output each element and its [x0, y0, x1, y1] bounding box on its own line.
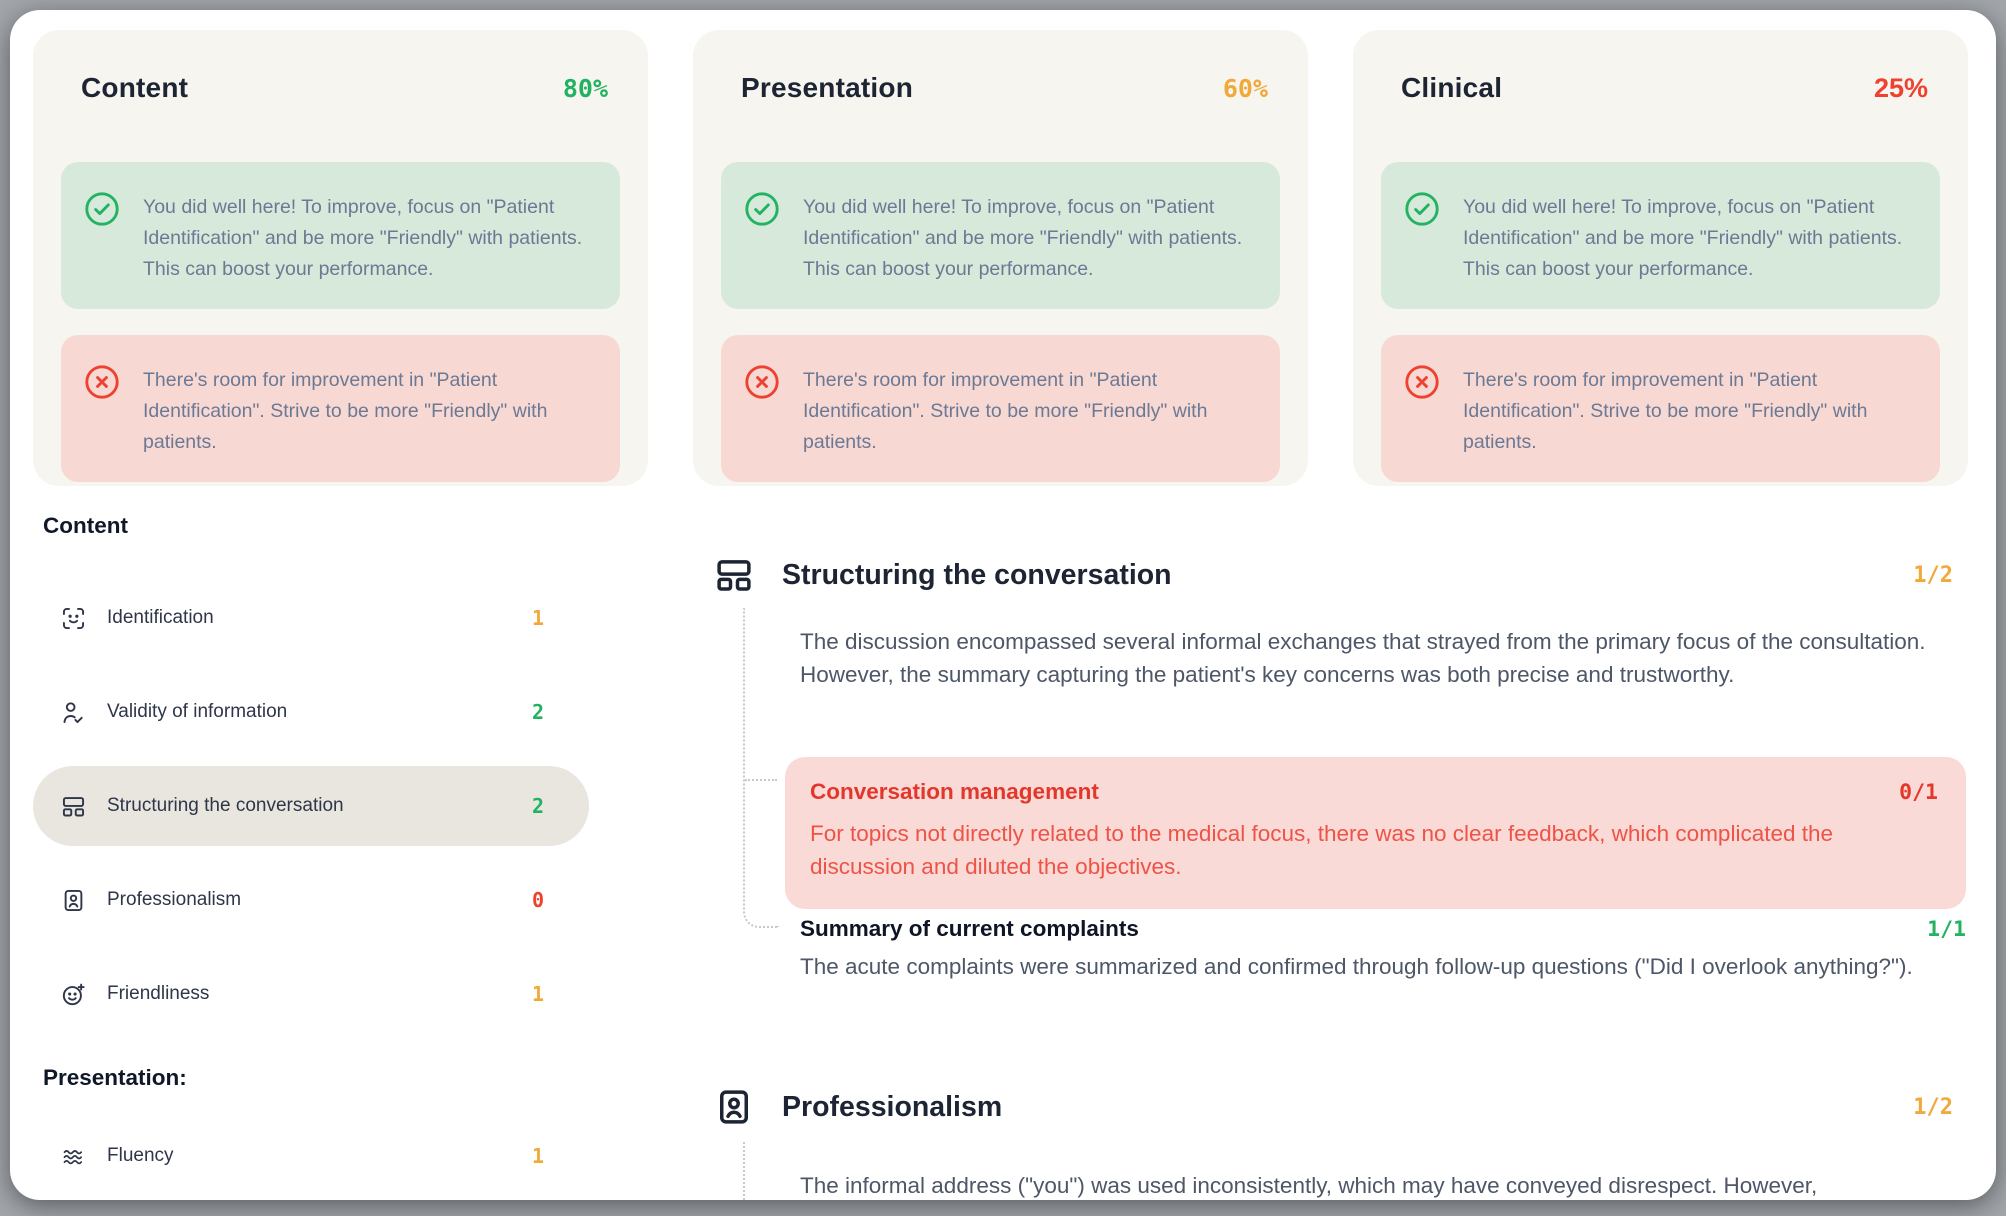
layout-icon [60, 793, 87, 820]
score-summary-row: Content 80% You did well here! To improv… [33, 30, 1968, 486]
section-score: 1/2 [1913, 562, 1953, 588]
card-score: 80% [562, 73, 608, 103]
sidebar-heading-presentation: Presentation: [43, 1065, 187, 1090]
check-circle-icon [83, 190, 121, 228]
smile-plus-icon [60, 981, 87, 1008]
negative-feedback-box: There's room for improvement in "Patient… [61, 335, 620, 482]
positive-feedback-box: You did well here! To improve, focus on … [1381, 162, 1940, 309]
sidebar-item-friendliness[interactable]: Friendliness 1 [33, 947, 589, 1041]
subitem-body: The acute complaints were summarized and… [800, 954, 1913, 979]
tree-connector-line [743, 608, 779, 928]
sidebar-item-label: Structuring the conversation [107, 795, 344, 816]
sidebar-item-value: 2 [531, 794, 544, 818]
negative-feedback-text: There's room for improvement in "Patient… [143, 369, 548, 453]
sidebar-item-label: Fluency [107, 1145, 174, 1166]
sidebar-item-value: 1 [531, 982, 544, 1006]
card-title: Presentation [741, 72, 913, 103]
section-title: Professionalism [782, 1090, 1003, 1123]
card-title: Content [81, 72, 189, 103]
positive-feedback-box: You did well here! To improve, focus on … [61, 162, 620, 309]
subitem-title: Summary of current complaints [800, 916, 1139, 941]
x-circle-icon [743, 363, 781, 401]
x-circle-icon [1403, 363, 1441, 401]
summary-card-clinical: Clinical 25% You did well here! To impro… [1353, 30, 1968, 486]
subitem-title: Conversation management [810, 779, 1099, 804]
sidebar-heading-content: Content [43, 513, 128, 538]
section-header-structuring: Structuring the conversation 1/2 [713, 554, 1953, 596]
positive-feedback-text: You did well here! To improve, focus on … [803, 196, 1243, 280]
card-title: Clinical [1401, 72, 1503, 103]
subitem-score: 0/1 [1899, 779, 1938, 805]
tree-connector-line [743, 1142, 745, 1200]
sidebar-nav-content: Identification 1 Validity of information… [33, 571, 589, 1041]
section-title: Structuring the conversation [782, 558, 1172, 591]
tree-branch-line [745, 779, 777, 781]
section-score: 1/2 [1913, 1094, 1953, 1120]
sidebar-item-structuring-the-conversation[interactable]: Structuring the conversation 2 [33, 766, 589, 846]
sidebar-item-validity-of-information[interactable]: Validity of information 2 [33, 665, 589, 759]
summary-of-current-complaints-block: Summary of current complaints 1/1 The ac… [800, 916, 1966, 984]
sidebar-item-identification[interactable]: Identification 1 [33, 571, 589, 665]
negative-feedback-text: There's room for improvement in "Patient… [803, 369, 1208, 453]
sidebar-item-professionalism[interactable]: Professionalism 0 [33, 853, 589, 947]
card-score: 25% [1873, 72, 1928, 103]
id-badge-icon [60, 887, 87, 914]
sidebar-item-value: 2 [531, 700, 544, 724]
summary-card-presentation: Presentation 60% You did well here! To i… [693, 30, 1308, 486]
sidebar-item-label: Friendliness [107, 983, 210, 1004]
sidebar-item-label: Professionalism [107, 889, 242, 910]
positive-feedback-box: You did well here! To improve, focus on … [721, 162, 1280, 309]
card-score: 60% [1222, 73, 1268, 103]
section-intro-text: The informal address ("you") was used in… [800, 1173, 1818, 1198]
person-check-icon [60, 699, 87, 726]
subitem-score: 1/1 [1927, 916, 1966, 942]
section-intro-text: The discussion encompassed several infor… [800, 629, 1926, 687]
check-circle-icon [743, 190, 781, 228]
layout-icon [713, 554, 755, 596]
sidebar-item-label: Validity of information [107, 701, 288, 722]
summary-card-content: Content 80% You did well here! To improv… [33, 30, 648, 486]
negative-feedback-text: There's room for improvement in "Patient… [1463, 369, 1868, 453]
sidebar-item-value: 1 [531, 606, 544, 630]
sidebar-item-value: 1 [531, 1144, 544, 1168]
face-scan-icon [60, 605, 87, 632]
subitem-body: For topics not directly related to the m… [810, 821, 1834, 879]
sidebar-item-value: 0 [531, 888, 544, 912]
conversation-management-alert-box: Conversation management 0/1 For topics n… [785, 757, 1966, 909]
check-circle-icon [1403, 190, 1441, 228]
positive-feedback-text: You did well here! To improve, focus on … [143, 196, 583, 280]
section-header-professionalism: Professionalism 1/2 [713, 1086, 1953, 1128]
report-window: Content 80% You did well here! To improv… [10, 10, 1996, 1200]
positive-feedback-text: You did well here! To improve, focus on … [1463, 196, 1903, 280]
id-badge-icon [713, 1086, 755, 1128]
negative-feedback-box: There's room for improvement in "Patient… [721, 335, 1280, 482]
waves-icon [60, 1143, 87, 1170]
sidebar-item-fluency[interactable]: Fluency 1 [33, 1109, 589, 1200]
x-circle-icon [83, 363, 121, 401]
sidebar-nav-presentation: Fluency 1 [33, 1109, 589, 1200]
negative-feedback-box: There's room for improvement in "Patient… [1381, 335, 1940, 482]
sidebar-item-label: Identification [107, 607, 214, 628]
